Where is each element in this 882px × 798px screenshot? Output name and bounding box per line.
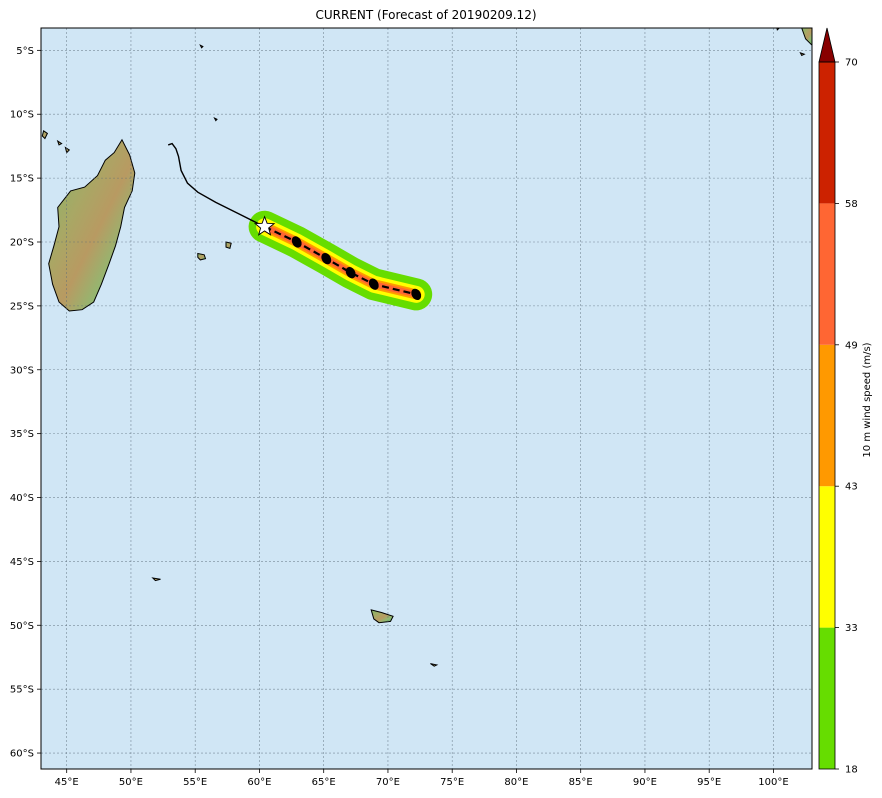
colorbar-tick-label: 33 [845,623,858,634]
land-comoros-1 [41,129,49,140]
forecast-position-marker-1 [291,236,302,248]
land-sri-lanka-tip [801,28,812,46]
colorbar-segments [819,62,835,769]
colorbar-segment-33-43 [819,486,835,628]
forecast-track-line [264,225,417,296]
longitude-axis: 45°E 50°E 55°E 60°E 65°E 70°E 75°E 80°E 85°E 90°E… [55,769,789,788]
colorbar-segment-43-49 [819,344,835,487]
land-seychelles [199,44,204,49]
lat-tick-label: 20°S [10,237,34,248]
land-comoros-3 [64,146,71,154]
lat-tick-label: 60°S [10,749,34,760]
lon-tick-label: 80°E [504,777,528,788]
lon-tick-label: 55°E [183,777,207,788]
land-mauritius [225,241,232,250]
past-track-line [167,142,265,228]
lon-tick-label: 45°E [55,777,79,788]
lon-tick-label: 100°E [758,777,788,788]
colorbar-tick-label: 58 [845,199,858,210]
map-panel [41,28,812,769]
colorbar-tick-label: 18 [845,765,858,776]
land-comoros-2 [56,139,63,146]
land-madagascar [48,138,136,312]
lat-tick-label: 25°S [10,301,34,312]
land-crozet [151,577,161,582]
colorbar-tick-label: 70 [845,58,858,69]
current-position-star-icon [253,215,276,236]
land-layer [41,28,812,667]
land-agalega [213,117,218,122]
storm-track [167,142,422,301]
lat-tick-label: 5°S [16,46,34,57]
forecast-position-marker-2 [321,252,332,265]
colorbar-tick-label: 49 [845,340,858,351]
latitude-axis: 5°S 10°S 15°S 20°S 25°S 30°S 35°S 40°S 45°S 50°S 5… [10,46,41,760]
colorbar-segment-58-70 [819,62,835,204]
colorbar-label: 10 m wind speed (m/s) [862,342,873,457]
lat-tick-label: 10°S [10,110,34,121]
graticule [41,28,812,769]
land-kerguelen [370,609,394,624]
forecast-position-marker-4 [368,278,379,290]
map-frame [40,27,813,770]
lat-tick-label: 15°S [10,174,34,185]
lat-tick-label: 50°S [10,621,34,632]
colorbar-segment-18-33 [819,627,835,769]
lon-tick-label: 90°E [633,777,657,788]
lon-tick-label: 85°E [569,777,593,788]
colorbar-tick-label: 43 [845,482,858,493]
land-islet [799,52,806,57]
land-reunion [197,252,207,261]
lon-tick-label: 95°E [697,777,721,788]
colorbar-segment-49-58 [819,203,835,345]
lat-tick-label: 35°S [10,429,34,440]
lat-tick-label: 45°S [10,557,34,568]
lon-tick-label: 60°E [247,777,271,788]
figure-title: CURRENT (Forecast of 20190209.12) [315,8,536,22]
colorbar: 18 33 43 49 58 70 10 m wind speed (m/s) [818,27,873,776]
forecast-position-marker-5 [411,288,422,301]
forecast-position-marker-3 [345,267,356,279]
ocean-background [41,28,812,769]
colorbar-ticks: 18 33 43 49 58 70 [835,58,858,776]
lat-tick-label: 30°S [10,365,34,376]
lon-tick-label: 65°E [312,777,336,788]
lon-tick-label: 75°E [440,777,464,788]
colorbar-frame [818,61,836,770]
lon-tick-label: 70°E [376,777,400,788]
land-heard [430,663,439,667]
lat-tick-label: 40°S [10,493,34,504]
lat-tick-label: 55°S [10,685,34,696]
lon-tick-label: 50°E [119,777,143,788]
colorbar-extend-arrow [818,27,836,63]
